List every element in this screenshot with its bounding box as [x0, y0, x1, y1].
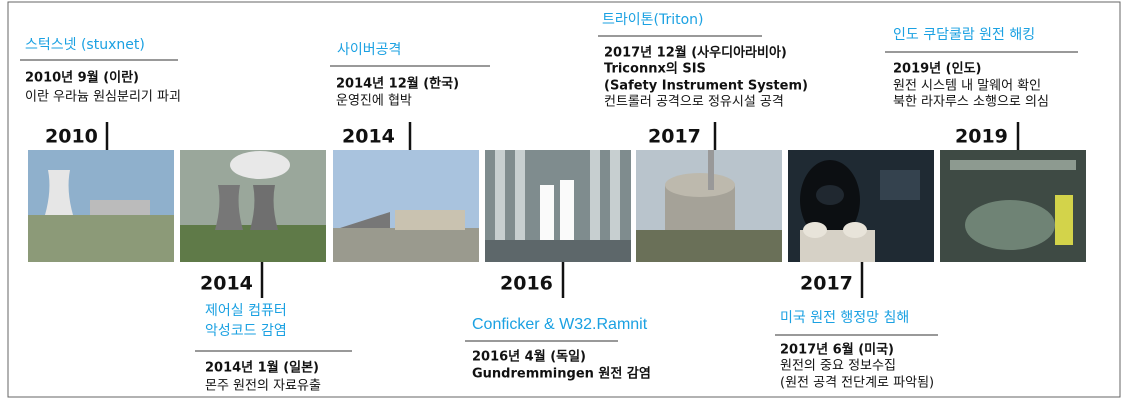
event-title: 악성코드 감염 [205, 323, 287, 339]
event-year: 2014 [342, 126, 395, 148]
event-desc: Triconnx의 SIS [604, 61, 706, 77]
timeline: 스턱스넷 (stuxnet) 2010년 9월 (이란) 이란 우라늄 원심분리… [0, 0, 1128, 400]
event-year: 2014 [200, 273, 253, 295]
event-date: 2010년 9월 (이란) [25, 70, 139, 86]
event-desc: 원전 시스템 내 말웨어 확인 [893, 79, 1041, 94]
event-desc: 운영진에 협박 [336, 94, 412, 109]
event-title: 인도 쿠담쿨람 원전 해킹 [893, 27, 1035, 43]
event-desc: 원전의 중요 정보수집 [780, 359, 896, 374]
event-year: 2019 [955, 126, 1008, 148]
event-desc: Gundremmingen 원전 감염 [472, 366, 651, 382]
event-date: 2017년 12월 (사우디아라비아) [604, 45, 787, 61]
event-desc: 컨트롤러 공격으로 정유시설 공격 [604, 95, 784, 110]
event-desc: 북한 라자루스 소행으로 의심 [893, 94, 1049, 110]
event-year: 2017 [800, 273, 853, 295]
event-year: 2017 [648, 126, 701, 148]
event-desc: 이란 우라늄 원심분리기 파괴 [25, 90, 181, 105]
event-year: 2016 [500, 273, 553, 295]
event-date: 2014년 12월 (한국) [336, 76, 459, 92]
event-date: 2016년 4월 (독일) [472, 349, 586, 365]
event-year: 2010 [45, 126, 98, 148]
event-date: 2019년 (인도) [893, 61, 981, 77]
event-title: Conficker & W32.Ramnit [472, 316, 648, 333]
event-title: 사이버공격 [337, 42, 401, 58]
event-date: 2014년 1월 (일본) [205, 360, 319, 376]
event-title: 트라이톤(Triton) [602, 12, 704, 28]
photos [28, 150, 1086, 262]
photo [636, 150, 782, 262]
event-desc: (Safety Instrument System) [604, 79, 808, 94]
photo [180, 150, 326, 262]
event-title: 스턱스넷 (stuxnet) [25, 37, 145, 53]
event-title: 미국 원전 행정망 침해 [780, 310, 909, 326]
photo [28, 150, 174, 262]
event-date: 2017년 6월 (미국) [780, 342, 894, 358]
event-title: 제어실 컴퓨터 [205, 303, 287, 319]
photo [485, 150, 631, 262]
photo [333, 150, 479, 262]
event-desc: 몬주 원전의 자료유출 [205, 379, 321, 394]
event-desc: (원전 공격 전단계로 파악됨) [780, 376, 934, 391]
photo [940, 150, 1086, 262]
photo [788, 150, 934, 262]
